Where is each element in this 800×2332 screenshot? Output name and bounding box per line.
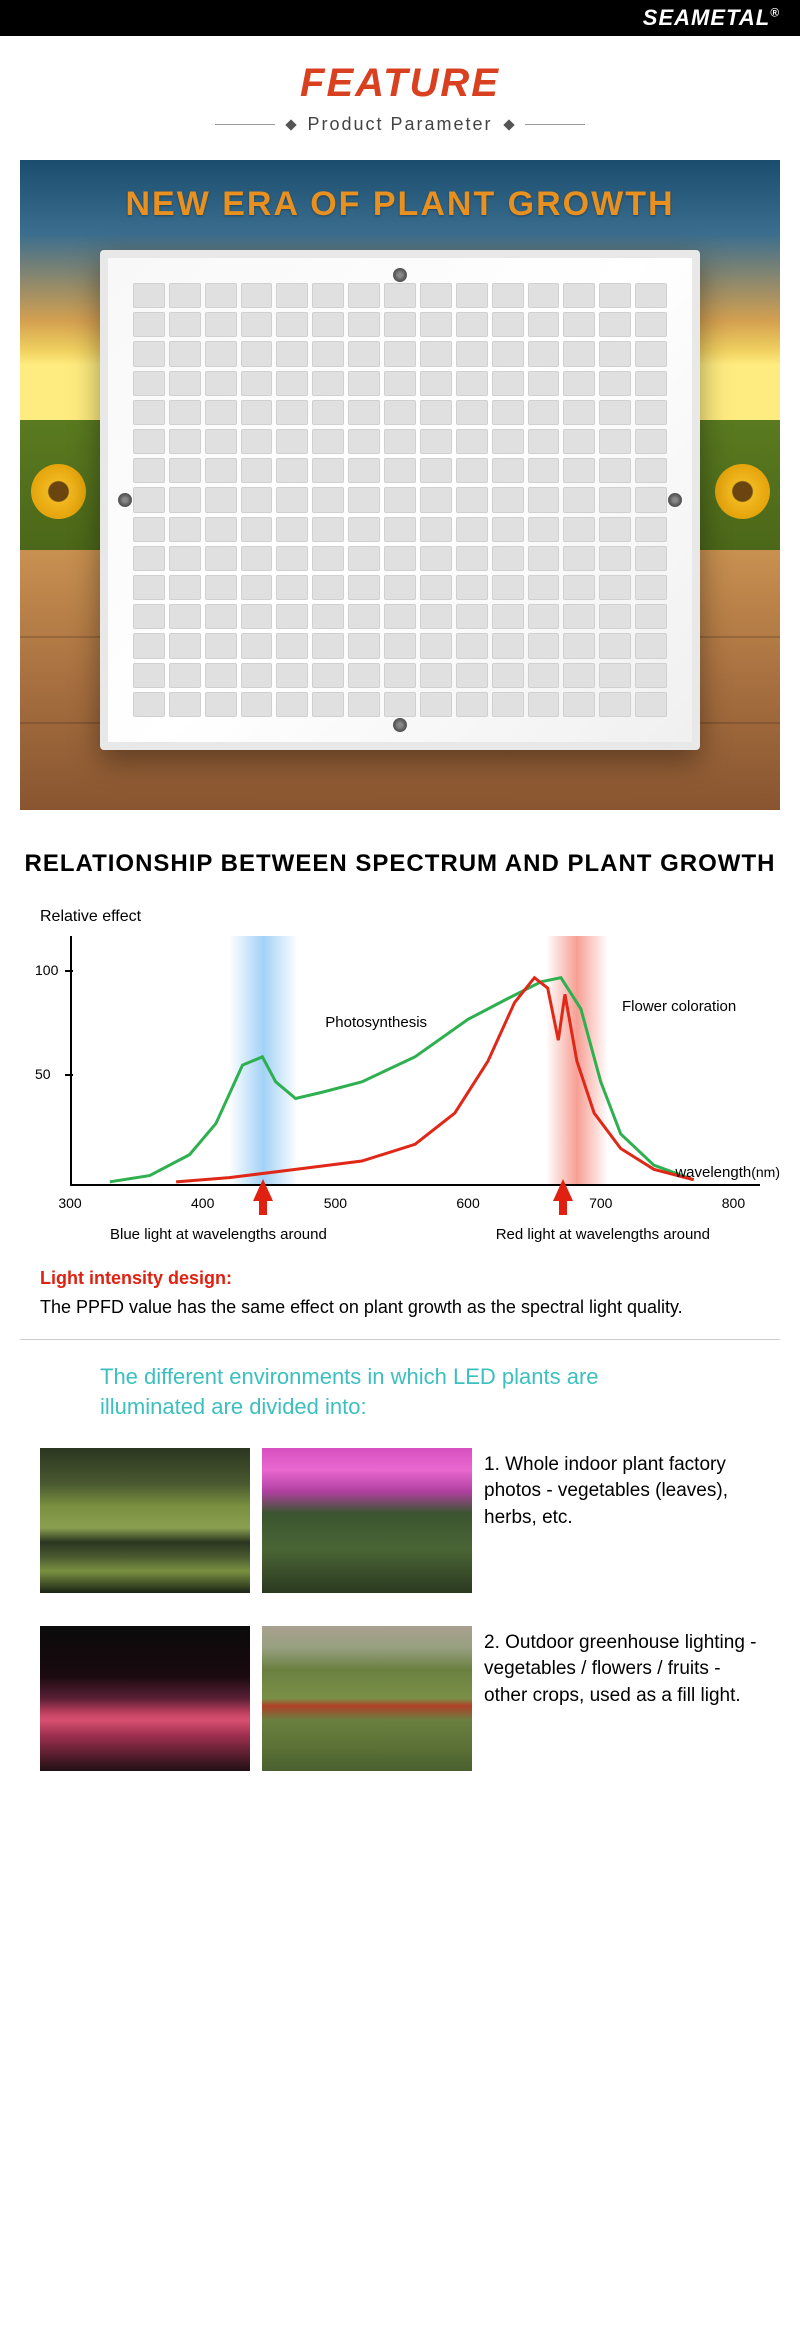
greenhouse-dark-thumb xyxy=(40,1626,250,1771)
y-axis xyxy=(70,936,72,1186)
relationship-title: RELATIONSHIP BETWEEN SPECTRUM AND PLANT … xyxy=(0,850,800,878)
chart-curves xyxy=(70,936,760,1186)
environment-row-1: 1. Whole indoor plant factory photos - v… xyxy=(0,1440,800,1618)
chart-section: Relative effect Photosynthesis Flower co… xyxy=(0,908,800,1243)
env-text-2: 2. Outdoor greenhouse lighting - vegetab… xyxy=(484,1626,760,1710)
hero-headline: NEW ERA OF PLANT GROWTH xyxy=(20,185,780,224)
x-axis-label: wavelength(nm) xyxy=(675,1164,780,1181)
intensity-title: Light intensity design: xyxy=(40,1268,760,1289)
led-grid xyxy=(133,283,667,717)
intensity-block: Light intensity design: The PPFD value h… xyxy=(0,1243,800,1339)
registered-mark: ® xyxy=(770,6,780,20)
hero-image: NEW ERA OF PLANT GROWTH xyxy=(20,160,780,810)
intensity-text: The PPFD value has the same effect on pl… xyxy=(40,1295,760,1319)
subtitle: Product Parameter xyxy=(307,114,492,135)
decorative-line xyxy=(525,124,585,125)
screw-icon xyxy=(118,493,132,507)
red-caption: Red light at wavelengths around xyxy=(496,1226,710,1243)
screw-icon xyxy=(393,268,407,282)
spectrum-chart: Photosynthesis Flower coloration wavelen… xyxy=(70,936,760,1216)
led-panel xyxy=(100,250,700,750)
flower-label: Flower coloration xyxy=(622,998,736,1015)
env-text-1: 1. Whole indoor plant factory photos - v… xyxy=(484,1448,760,1532)
brand-logo: SEAMETAL® xyxy=(643,5,780,31)
blue-caption: Blue light at wavelengths around xyxy=(110,1226,327,1243)
decorative-line xyxy=(215,124,275,125)
screw-icon xyxy=(393,718,407,732)
photosynthesis-label: Photosynthesis xyxy=(325,1014,427,1031)
brand-text: SEAMETAL xyxy=(643,5,770,30)
y-axis-label: Relative effect xyxy=(40,908,760,926)
diamond-icon xyxy=(503,119,514,130)
red-arrow-icon xyxy=(553,1179,573,1201)
environment-row-2: 2. Outdoor greenhouse lighting - vegetab… xyxy=(0,1618,800,1796)
blue-arrow-icon xyxy=(253,1179,273,1201)
top-bar: SEAMETAL® xyxy=(0,0,800,36)
x-axis xyxy=(70,1184,760,1186)
pink-light-thumb xyxy=(262,1448,472,1593)
feature-title: FEATURE xyxy=(0,61,800,106)
indoor-factory-thumb xyxy=(40,1448,250,1593)
feature-header: FEATURE Product Parameter xyxy=(0,36,800,150)
diamond-icon xyxy=(286,119,297,130)
greenhouse-tomato-thumb xyxy=(262,1626,472,1771)
screw-icon xyxy=(668,493,682,507)
environments-title: The different environments in which LED … xyxy=(0,1340,800,1439)
chart-captions: Blue light at wavelengths around Red lig… xyxy=(40,1216,760,1243)
subtitle-row: Product Parameter xyxy=(0,114,800,135)
